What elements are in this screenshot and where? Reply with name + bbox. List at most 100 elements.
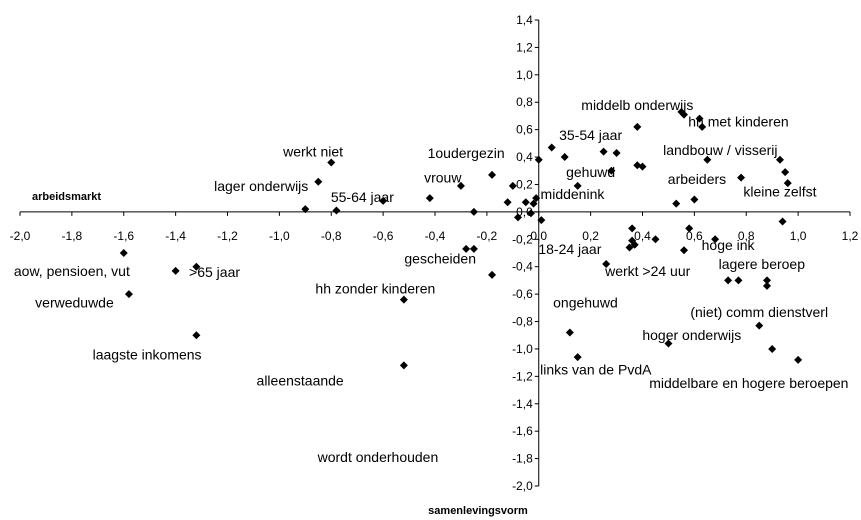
data-point	[399, 295, 408, 304]
y-tick-label: -1,8	[512, 452, 533, 466]
tick-labels: -2,0 -1,8 -1,6 -1,4 -1,2 -1,0 -0,8 -0,6 -0,4 -0,2…	[10, 13, 859, 493]
point-label: 18-24 jaar	[538, 241, 601, 257]
data-point	[560, 153, 569, 162]
data-point	[379, 196, 388, 205]
point-label: middenink	[541, 186, 606, 202]
y-tick-label: 0,6	[516, 123, 533, 137]
data-point	[737, 173, 746, 182]
point-label: arbeiders	[668, 171, 726, 187]
point-label: hoger onderwijs	[642, 327, 741, 343]
point-label: lagere beroep	[719, 256, 806, 272]
y-tick-label: -0,4	[512, 260, 533, 274]
data-point	[607, 166, 616, 175]
data-point	[327, 158, 336, 167]
y-tick-label: 1,4	[516, 13, 533, 27]
point-label: kleine zelfst	[743, 183, 816, 199]
y-tick-label: 0,4	[516, 150, 533, 164]
y-tick-label: -1,6	[512, 424, 533, 438]
data-point	[763, 276, 771, 285]
data-points	[119, 107, 803, 370]
data-point	[537, 216, 546, 225]
data-point	[783, 179, 792, 188]
data-point	[469, 207, 478, 216]
point-label: laagste inkomens	[93, 346, 202, 362]
y-tick-label: 0,0	[516, 205, 533, 219]
data-point	[672, 199, 681, 208]
data-point	[664, 339, 673, 348]
data-point	[314, 177, 323, 186]
x-tick-label: -1,8	[62, 229, 83, 243]
data-point	[768, 344, 777, 353]
y-tick-label: -0,8	[512, 315, 533, 329]
x-tick-label: -2,0	[10, 229, 31, 243]
point-label: gescheiden	[404, 250, 476, 266]
data-point	[573, 181, 582, 190]
data-point	[599, 147, 608, 156]
data-point	[695, 114, 704, 123]
x-tick-label: -1,4	[165, 229, 186, 243]
y-tick-label: -0,6	[512, 287, 533, 301]
point-label: alleenstaande	[257, 372, 344, 388]
point-label: lager onderwijs	[214, 178, 308, 194]
x-tick-label: -1,6	[113, 229, 134, 243]
point-label: links van de PvdA	[540, 362, 652, 378]
data-point	[529, 199, 538, 208]
data-point	[690, 195, 699, 204]
data-point	[192, 262, 201, 271]
data-point	[124, 290, 133, 299]
data-point	[508, 181, 517, 190]
data-point	[775, 155, 784, 164]
data-point	[630, 240, 639, 249]
point-label: >65 jaar	[189, 264, 240, 280]
data-point	[680, 246, 688, 255]
point-label: werkt niet	[282, 144, 343, 160]
data-point	[573, 353, 582, 362]
y-tick-label: 1,0	[516, 68, 533, 82]
data-point	[703, 155, 712, 164]
point-label: landbouw / visserij	[663, 142, 777, 158]
data-point	[763, 281, 771, 290]
data-point	[488, 270, 497, 279]
data-point	[680, 110, 688, 119]
point-label: ongehuwd	[553, 294, 618, 310]
data-point	[685, 224, 694, 233]
data-point	[633, 122, 642, 131]
point-label: aow, pensioen, vut	[14, 263, 130, 279]
y-tick-label: -0,2	[512, 232, 533, 246]
point-label: 35-54 jaar	[559, 127, 622, 143]
x-tick-label: 0,6	[686, 229, 703, 243]
data-point	[698, 122, 707, 131]
point-label: vrouw	[424, 170, 462, 186]
data-point	[399, 361, 408, 370]
data-point	[724, 276, 733, 285]
point-label: middelb onderwijs	[581, 97, 693, 113]
data-point	[547, 143, 556, 152]
data-point	[602, 259, 611, 268]
y-axis-title: samenlevingsvorm	[428, 505, 528, 517]
data-point	[734, 276, 743, 285]
y-tick-label: -1,2	[512, 369, 533, 383]
y-tick-label: 0,2	[516, 177, 533, 191]
y-tick-label: -2,0	[512, 479, 533, 493]
data-point	[526, 209, 535, 218]
data-point	[119, 249, 128, 257]
data-point	[521, 198, 530, 207]
x-tick-label: -0,4	[425, 229, 446, 243]
data-point	[514, 213, 522, 222]
point-label: hh zonder kinderen	[315, 281, 435, 297]
data-point	[488, 170, 497, 179]
data-point	[301, 205, 310, 214]
data-point	[612, 148, 621, 157]
point-label: verweduwde	[35, 294, 114, 310]
x-axis-title: arbeidsmarkt	[32, 191, 101, 203]
data-point	[462, 244, 471, 253]
point-label: hh met kinderen	[688, 113, 788, 129]
data-point	[565, 328, 574, 337]
x-tick-label: -0,6	[373, 229, 394, 243]
x-tick-label: -1,0	[269, 229, 290, 243]
data-point	[781, 168, 790, 177]
point-label: 1oudergezin	[428, 145, 505, 161]
point-label: middelbare en hogere beroepen	[649, 375, 848, 391]
x-tick-label: 0,0	[530, 229, 547, 243]
